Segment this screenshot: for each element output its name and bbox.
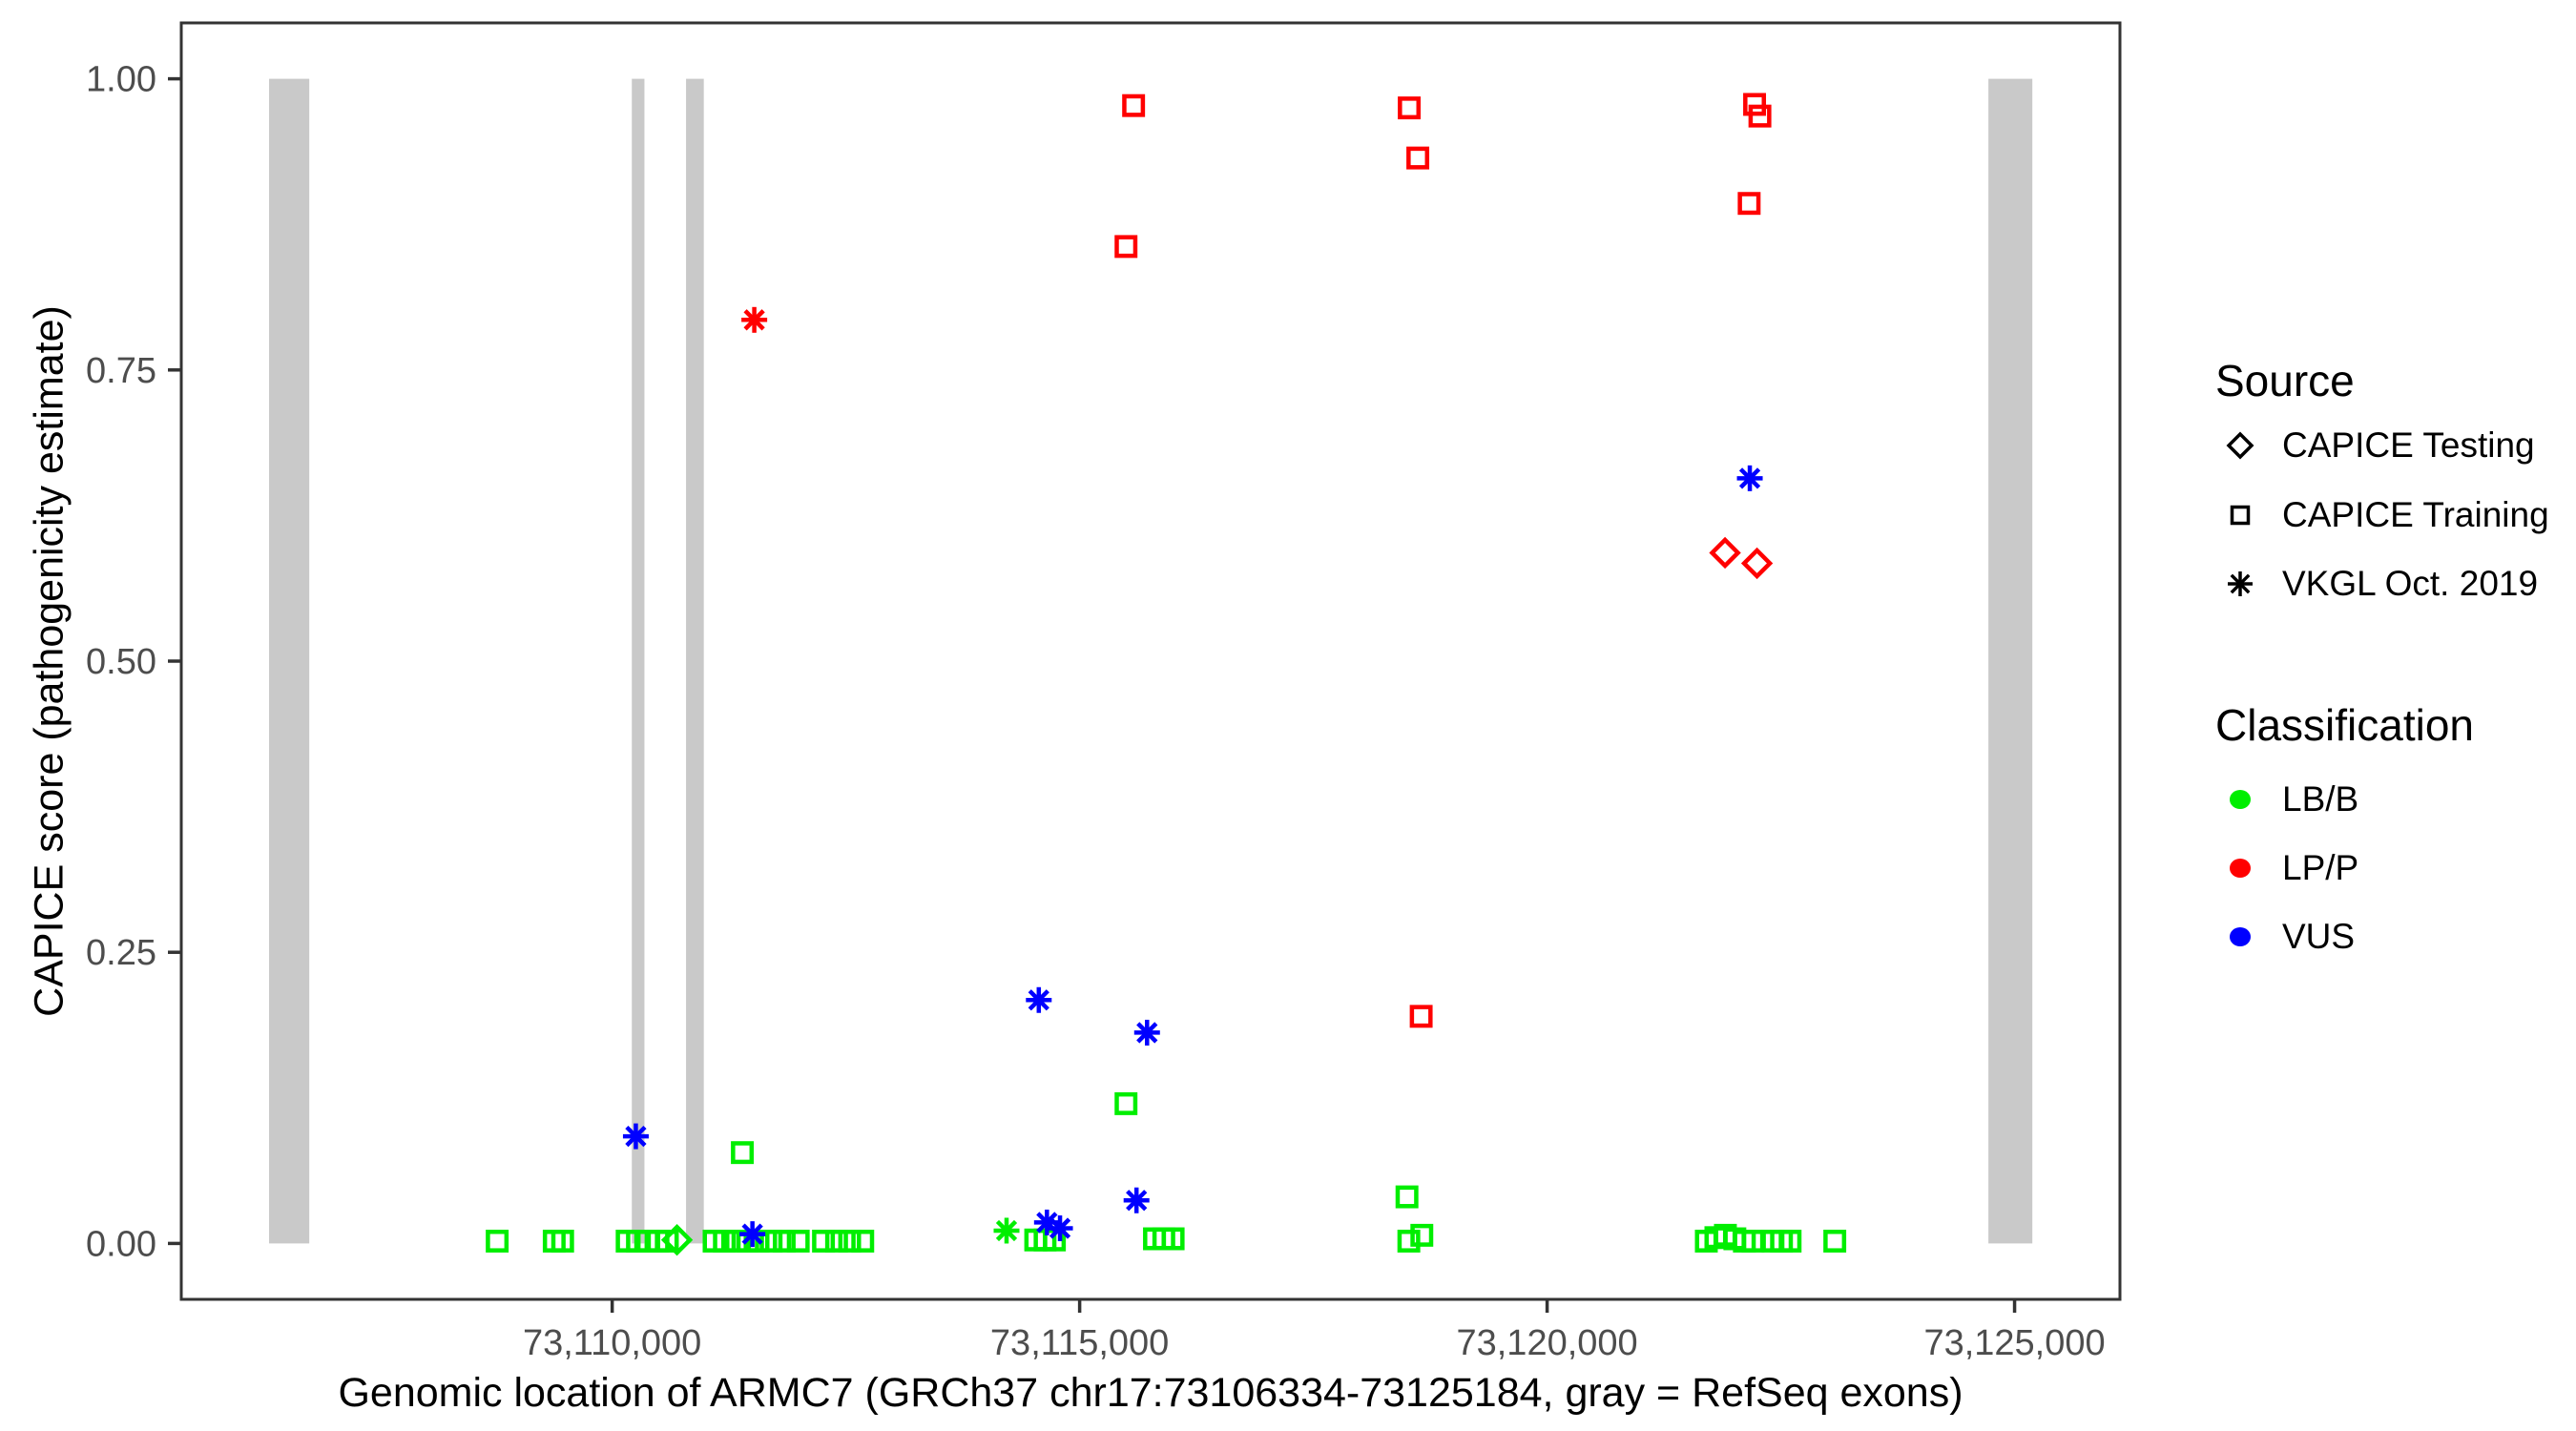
data-point-square (1114, 235, 1138, 259)
exon-bar (1988, 78, 2033, 1244)
x-tick-label: 73,120,000 (1456, 1323, 1637, 1363)
data-point-square (1409, 1005, 1433, 1028)
data-point-asterisk (993, 1217, 1020, 1244)
data-point-square (1737, 192, 1761, 216)
data-point-square (786, 1229, 810, 1253)
data-point-asterisk (741, 306, 768, 333)
data-point-square (486, 1229, 509, 1253)
legend-item-label: VUS (2282, 917, 2356, 956)
legend-item-label: CAPICE Training (2282, 495, 2549, 534)
legend-source-title: Source (2215, 356, 2355, 405)
data-point-square (1122, 93, 1146, 117)
data-point-square (1410, 1223, 1434, 1247)
legend-item-label: LB/B (2282, 779, 2359, 819)
data-point-square (772, 1229, 796, 1253)
data-point-square (731, 1141, 755, 1165)
data-point-diamond (1740, 547, 1774, 580)
data-point-square (655, 1229, 679, 1253)
legend-classification-title: Classification (2215, 700, 2474, 750)
y-tick-label: 1.00 (86, 60, 156, 100)
legend-item-label: CAPICE Testing (2282, 425, 2535, 465)
panel-border (179, 21, 2122, 1301)
data-point-square (746, 1229, 770, 1253)
data-point-asterisk (1047, 1215, 1073, 1242)
data-point-square (1406, 146, 1430, 170)
data-point-square (1743, 93, 1767, 116)
data-point-square (551, 1229, 574, 1253)
data-point-asterisk (739, 1221, 766, 1248)
y-axis-title: CAPICE score (pathogenicity estimate) (26, 305, 73, 1017)
x-axis-title: Genomic location of ARMC7 (GRCh37 chr17:… (338, 1370, 1963, 1416)
legend-item-classification-2: VUS (2219, 916, 2355, 958)
legend-item-label: LP/P (2282, 848, 2359, 887)
data-point-square (1748, 104, 1772, 128)
legend-item-label: VKGL Oct. 2019 (2282, 564, 2539, 603)
data-point-asterisk (1736, 465, 1763, 491)
data-point-square (1398, 96, 1422, 120)
y-tick-label: 0.00 (86, 1224, 156, 1264)
square-icon (2230, 505, 2251, 526)
data-point-square (1161, 1227, 1185, 1251)
circle-icon (2230, 927, 2251, 946)
y-tick-label: 0.50 (86, 642, 156, 682)
x-tick-label: 73,115,000 (990, 1323, 1169, 1363)
y-tick-label: 0.25 (86, 933, 156, 973)
legend-item-classification-0: LB/B (2219, 778, 2358, 820)
data-point-square (824, 1229, 848, 1253)
legend-item-source-2: VKGL Oct. 2019 (2219, 563, 2538, 605)
y-tick-label: 0.75 (86, 351, 156, 391)
data-point-square (1823, 1229, 1847, 1253)
data-point-asterisk (1133, 1019, 1160, 1046)
data-point-square (838, 1229, 862, 1253)
data-point-square (851, 1229, 875, 1253)
circle-icon (2230, 859, 2251, 878)
data-point-square (1778, 1229, 1802, 1253)
data-point-asterisk (622, 1123, 649, 1150)
legend-item-classification-1: LP/P (2219, 847, 2358, 889)
data-point-square (1397, 1229, 1421, 1253)
data-point-square (1114, 1091, 1138, 1115)
data-point-square (812, 1229, 836, 1253)
exon-bar (686, 78, 704, 1244)
data-point-square (1395, 1185, 1419, 1209)
data-point-asterisk (1123, 1187, 1150, 1213)
x-tick-label: 73,110,000 (523, 1323, 701, 1363)
legend-item-source-1: CAPICE Training (2219, 494, 2549, 536)
legend-item-source-0: CAPICE Testing (2219, 425, 2535, 467)
data-point-asterisk (1026, 986, 1052, 1013)
x-tick-label: 73,125,000 (1923, 1323, 2105, 1363)
asterisk-icon (2228, 571, 2253, 596)
diamond-icon (2226, 431, 2254, 460)
data-point-diamond (1709, 536, 1741, 570)
exon-bar (269, 78, 310, 1244)
circle-icon (2230, 790, 2251, 809)
legend: Source CAPICE Testing CAPICE Training VKGL… (2215, 0, 2570, 1431)
data-point-square (713, 1229, 737, 1253)
exon-bar (632, 78, 645, 1244)
